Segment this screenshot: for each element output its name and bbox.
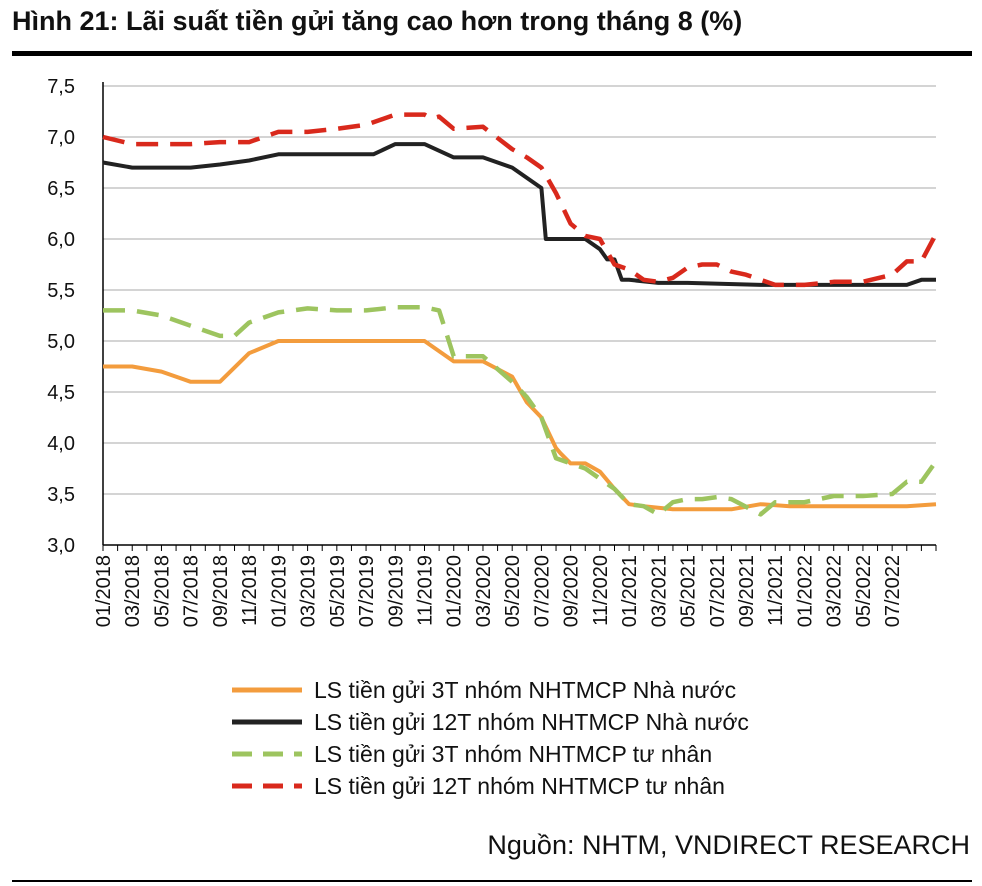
y-tick-label: 6,5 [47,178,75,200]
y-tick-label: 3,5 [47,484,75,506]
legend-label-0: LS tiền gửi 3T nhóm NHTMCP Nhà nước [314,677,736,703]
legend-label-1: LS tiền gửi 12T nhóm NHTMCP Nhà nước [314,709,749,735]
legend: LS tiền gửi 3T nhóm NHTMCP Nhà nước LS ti… [232,677,749,799]
x-tick-label: 07/2020 [531,555,553,627]
x-tick-label: 01/2020 [444,555,466,627]
x-tick-label: 11/2018 [239,555,261,626]
y-tick-label: 7,0 [47,127,75,149]
x-tick-label: 09/2020 [561,555,583,627]
series-line-3 [102,112,938,288]
x-tick-label: 05/2018 [151,555,173,627]
x-tick-label: 07/2019 [356,555,378,627]
legend-label-2: LS tiền gửi 3T nhóm NHTMCP tư nhân [314,741,712,767]
x-tick-label: 07/2018 [181,555,203,627]
series-line-2 [103,305,938,517]
x-tick-label: 03/2022 [824,555,846,627]
y-axis: 3,0 3,5 4,0 4,5 5,0 5,5 6,0 6,5 7,0 7,5 [47,76,104,557]
y-tick-label: 3,0 [47,535,75,557]
series-line-1 [102,142,936,287]
x-tick-label: 11/2019 [415,555,437,626]
x-tick-label: 07/2022 [882,555,904,627]
top-rule [12,51,972,56]
x-tick-label: 03/2021 [648,555,670,627]
series-line-0 [103,339,937,512]
x-tick-label: 01/2018 [93,555,115,627]
legend-label-3: LS tiền gửi 12T nhóm NHTMCP tư nhân [314,773,725,799]
x-tick-label: 01/2022 [794,555,816,627]
x-tick-label: 11/2021 [765,555,787,626]
x-tick-label: 05/2020 [502,555,524,627]
y-tick-label: 4,5 [47,382,75,404]
x-tick-label: 01/2021 [619,555,641,627]
x-tick-label: 09/2018 [210,555,232,627]
x-tick-label: 07/2021 [707,555,729,627]
x-tick-label: 03/2018 [122,555,144,627]
x-tick-label: 03/2020 [473,555,495,627]
x-tick-label: 09/2021 [736,555,758,627]
y-tick-label: 5,0 [47,331,75,353]
grid-lines [103,85,936,495]
x-tick-label: 05/2021 [678,555,700,627]
x-tick-label: 11/2020 [590,555,612,626]
x-tick-label: 05/2019 [327,555,349,627]
x-tick-label: 01/2019 [268,555,290,627]
y-tick-label: 6,0 [47,229,75,251]
x-tick-label: 03/2019 [298,555,320,627]
x-axis: 01/2018 03/2018 05/2018 07/2018 09/2018 11/20… [93,544,937,627]
x-tick-label: 05/2022 [853,555,875,627]
bottom-rule [12,880,972,882]
source-note: Nguồn: NHTM, VNDIRECT RESEARCH [487,830,970,860]
series-lines [102,112,938,517]
y-tick-label: 4,0 [47,433,75,455]
x-tick-label: 09/2019 [385,555,407,627]
y-tick-label: 7,5 [47,76,75,98]
y-tick-label: 5,5 [47,280,75,302]
chart-title: Hình 21: Lãi suất tiền gửi tăng cao hơn … [12,6,743,36]
